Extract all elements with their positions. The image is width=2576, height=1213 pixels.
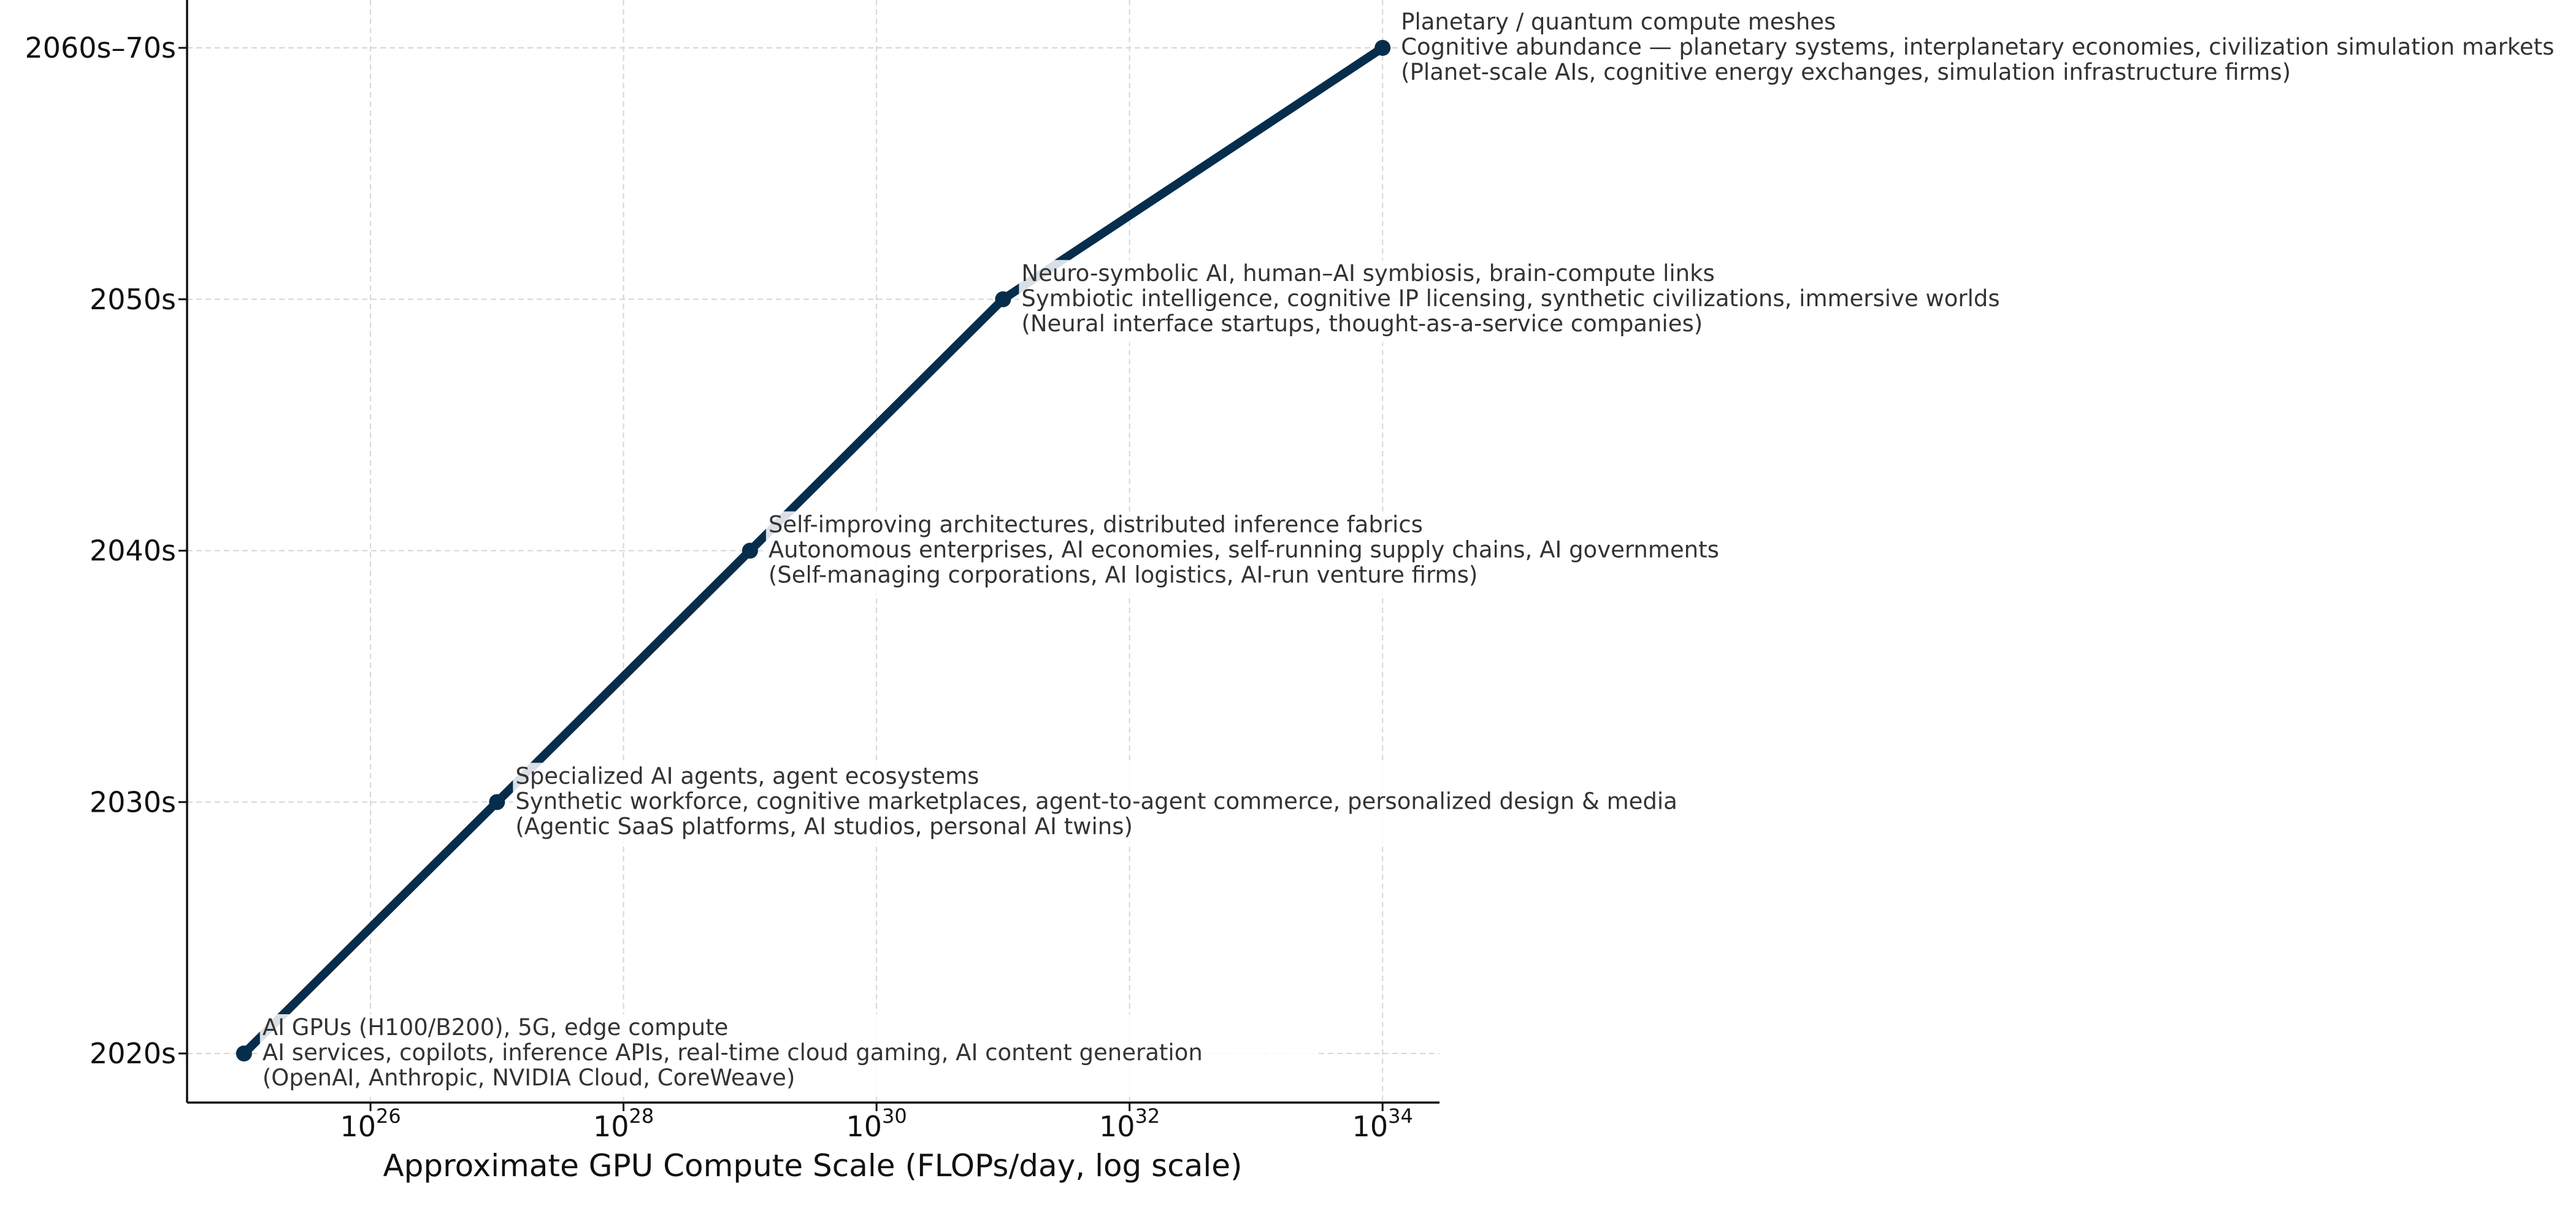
annotation-line: Autonomous enterprises, AI economies, se… xyxy=(769,537,1719,563)
y-tick-label: 2040s xyxy=(90,534,176,568)
point-annotation: Specialized AI agents, agent ecosystemsS… xyxy=(513,763,1733,846)
annotations: AI GPUs (H100/B200), 5G, edge computeAI … xyxy=(259,9,2576,1097)
point-annotation: Planetary / quantum compute meshesCognit… xyxy=(1398,9,2576,91)
point-annotation: Neuro-symbolic AI, human–AI symbiosis, b… xyxy=(1019,260,2138,343)
x-tick-label: 1028 xyxy=(593,1104,654,1143)
annotation-background xyxy=(765,511,1772,595)
data-point xyxy=(489,794,505,811)
annotation-line: Self-improving architectures, distribute… xyxy=(769,512,1423,538)
annotation-line: Synthetic workforce, cognitive marketpla… xyxy=(515,788,1677,814)
x-tick-label: 1032 xyxy=(1099,1104,1160,1143)
annotation-line: Neuro-symbolic AI, human–AI symbiosis, b… xyxy=(1021,260,1714,287)
data-point xyxy=(995,291,1011,307)
x-tick-labels: 1026 1028 1030 1032 1034 xyxy=(340,1104,1413,1143)
annotation-line: Specialized AI agents, agent ecosystems xyxy=(515,763,979,789)
annotation-line: AI GPUs (H100/B200), 5G, edge compute xyxy=(263,1014,729,1041)
y-tick-label: 2050s xyxy=(90,283,176,316)
data-point xyxy=(1374,40,1391,56)
data-point xyxy=(236,1045,252,1061)
annotation-line: (Neural interface startups, thought-as-a… xyxy=(1021,310,1703,337)
annotation-line: Cognitive abundance — planetary systems,… xyxy=(1401,34,2554,60)
x-tick-label: 1030 xyxy=(846,1104,907,1143)
data-points xyxy=(236,40,1391,1061)
annotation-line: (Self-managing corporations, AI logistic… xyxy=(769,562,1478,588)
axes xyxy=(178,0,1439,1111)
annotation-background xyxy=(1398,9,2576,91)
y-tick-labels: 2020s 2030s 2040s 2050s 2060s–70s xyxy=(25,31,176,1070)
x-axis-label: Approximate GPU Compute Scale (FLOPs/day… xyxy=(383,1148,1242,1184)
point-annotation: Self-improving architectures, distribute… xyxy=(765,511,1772,595)
annotation-line: Planetary / quantum compute meshes xyxy=(1401,9,1836,35)
annotation-background xyxy=(1019,260,2138,343)
y-tick-label: 2030s xyxy=(90,785,176,818)
x-tick-label: 1026 xyxy=(340,1104,401,1143)
data-point xyxy=(742,542,758,559)
annotation-line: (Agentic SaaS platforms, AI studios, per… xyxy=(515,813,1133,839)
annotation-line: Symbiotic intelligence, cognitive IP lic… xyxy=(1021,285,1999,312)
x-tick-label: 1034 xyxy=(1352,1104,1413,1143)
y-tick-label: 2060s–70s xyxy=(25,31,176,64)
annotation-line: AI services, copilots, inference APIs, r… xyxy=(263,1039,1203,1066)
y-tick-label: 2020s xyxy=(90,1037,176,1070)
annotation-background xyxy=(259,1014,1316,1097)
annotation-line: (Planet-scale AIs, cognitive energy exch… xyxy=(1401,59,2291,85)
annotation-line: (OpenAI, Anthropic, NVIDIA Cloud, CoreWe… xyxy=(263,1065,795,1091)
point-annotation: AI GPUs (H100/B200), 5G, edge computeAI … xyxy=(259,1014,1316,1097)
annotation-background xyxy=(513,763,1733,846)
